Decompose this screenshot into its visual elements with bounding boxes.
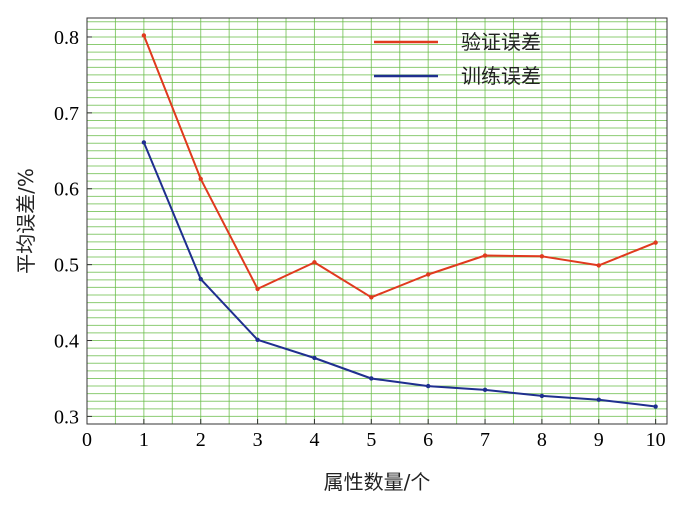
legend-label: 训练误差 xyxy=(461,64,541,88)
series-line-2 xyxy=(142,142,656,408)
x-tick-label: 8 xyxy=(537,429,547,451)
data-point xyxy=(653,404,658,409)
y-tick-label: 0.3 xyxy=(54,406,79,428)
data-point xyxy=(141,33,147,38)
x-tick-label: 4 xyxy=(309,429,319,451)
grid xyxy=(86,18,667,425)
y-tick-label: 0.4 xyxy=(54,331,79,353)
data-point xyxy=(369,295,374,300)
data-point xyxy=(539,393,545,399)
y-tick-label: 0.8 xyxy=(54,27,79,49)
data-point xyxy=(198,176,203,182)
data-point xyxy=(425,383,431,389)
x-axis-title: 属性数量/个 xyxy=(324,470,431,494)
y-axis-title: 平均误差/% xyxy=(14,168,38,274)
series-layer xyxy=(141,33,658,409)
data-point xyxy=(482,253,488,258)
data-point xyxy=(653,240,658,245)
x-axis-ticks: 0 1 2 3 4 5 6 7 8 9 10 xyxy=(82,419,666,451)
data-point xyxy=(255,286,260,292)
y-tick-label: 0.7 xyxy=(54,103,79,125)
legend-label: 验证误差 xyxy=(461,30,541,54)
data-point xyxy=(198,276,203,282)
data-point xyxy=(596,263,601,268)
data-point xyxy=(141,140,147,145)
data-point xyxy=(596,397,601,402)
x-tick-label: 3 xyxy=(253,429,263,451)
x-tick-label: 7 xyxy=(480,429,490,451)
data-point xyxy=(482,387,488,393)
x-tick-label: 1 xyxy=(139,429,149,451)
y-axis-ticks: 0.3 0.4 0.5 0.6 0.7 0.8 xyxy=(54,27,92,428)
x-tick-label: 9 xyxy=(594,429,604,451)
x-tick-label: 5 xyxy=(366,429,376,451)
x-tick-label: 6 xyxy=(423,429,433,451)
y-tick-label: 0.6 xyxy=(54,179,79,201)
data-point xyxy=(539,254,545,259)
plot-frame xyxy=(86,17,668,425)
data-point xyxy=(255,337,260,342)
data-point xyxy=(312,260,317,265)
y-tick-label: 0.5 xyxy=(54,255,79,277)
x-tick-label: 2 xyxy=(196,429,206,451)
data-point xyxy=(425,272,431,277)
x-tick-label: 10 xyxy=(646,429,666,451)
series-line-1 xyxy=(142,35,656,299)
data-point xyxy=(312,355,317,361)
data-point xyxy=(369,376,374,381)
x-tick-label: 0 xyxy=(82,429,92,451)
